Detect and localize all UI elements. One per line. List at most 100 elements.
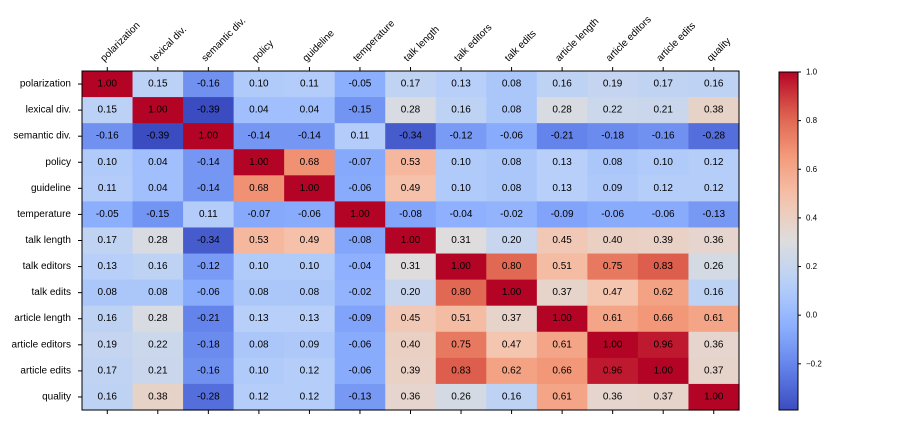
heatmap-cell (334, 175, 386, 202)
heatmap-value-label: -0.08 (399, 209, 422, 220)
y-tick-label: article length (14, 313, 71, 324)
heatmap-value-label: 0.16 (148, 261, 168, 272)
heatmap-value-label: 0.28 (401, 105, 421, 116)
heatmap-value-label: 0.20 (502, 235, 522, 246)
heatmap-value-label: 0.16 (552, 79, 572, 90)
heatmap-cells (82, 71, 740, 411)
colorbar-tick-label: 0.8 (806, 116, 818, 125)
heatmap-cell (132, 227, 184, 255)
heatmap-value-label: 0.31 (401, 261, 421, 272)
heatmap-value-label: 0.37 (653, 391, 673, 402)
heatmap-value-label: 0.53 (249, 235, 269, 246)
heatmap-cell (385, 71, 437, 98)
heatmap-value-label: 0.51 (451, 313, 471, 324)
heatmap-cell (536, 253, 588, 281)
colorbar-tick-label: 0.4 (806, 213, 818, 222)
heatmap-value-label: 0.61 (603, 313, 623, 324)
heatmap-value-label: 0.61 (704, 313, 724, 324)
heatmap-value-label: 0.10 (249, 261, 269, 272)
heatmap-value-label: 0.13 (552, 157, 572, 168)
heatmap-cell (486, 97, 538, 124)
heatmap-cell (637, 305, 690, 333)
heatmap-value-labels: 1.00 0.15 -0.16 0.10 0.11 -0.05 0.17 0.13 0.08 0.… (96, 79, 726, 403)
heatmap-cell (536, 383, 588, 411)
heatmap-value-label: -0.06 (349, 339, 372, 350)
heatmap-value-label: -0.06 (652, 209, 675, 220)
heatmap-cell (284, 253, 336, 281)
heatmap-cell (435, 331, 487, 359)
heatmap-cell (536, 357, 588, 385)
heatmap-cell (132, 123, 184, 150)
heatmap-cell (233, 383, 285, 411)
heatmap-value-label: 1.00 (704, 391, 724, 402)
heatmap-cell (637, 331, 690, 359)
heatmap-value-label: 0.21 (653, 105, 673, 116)
heatmap-value-label: 0.04 (249, 105, 269, 116)
heatmap-cell (435, 357, 487, 385)
heatmap-value-label: 0.16 (451, 105, 471, 116)
heatmap-value-label: -0.15 (146, 209, 169, 220)
heatmap-value-label: 0.11 (199, 209, 218, 220)
heatmap-value-label: 0.17 (98, 235, 118, 246)
x-tick-label: talk edits (503, 28, 539, 64)
heatmap-cell (688, 253, 740, 281)
heatmap-value-label: 0.51 (552, 261, 572, 272)
colorbar-tick-label: 0.0 (806, 311, 818, 320)
heatmap-value-label: -0.04 (349, 261, 372, 272)
heatmap-value-label: 0.10 (98, 157, 118, 168)
heatmap-value-label: -0.13 (702, 209, 725, 220)
heatmap-cell (233, 279, 285, 307)
heatmap-value-label: 0.19 (98, 339, 118, 350)
heatmap-value-label: 0.16 (98, 391, 118, 402)
heatmap-cell (536, 227, 588, 255)
heatmap-value-label: 0.10 (249, 365, 269, 376)
heatmap-value-label: 0.61 (552, 391, 572, 402)
heatmap-cell (82, 175, 134, 202)
heatmap-cell (536, 71, 588, 98)
heatmap-value-label: 0.37 (502, 313, 522, 324)
heatmap-value-label: -0.34 (399, 131, 422, 142)
heatmap-cell (688, 227, 740, 255)
heatmap-cell (233, 201, 285, 229)
colorbar-tick-label: 1.0 (806, 68, 818, 77)
heatmap-value-label: 0.20 (401, 287, 421, 298)
heatmap-value-label: 0.22 (148, 339, 168, 350)
heatmap-value-label: 1.00 (98, 79, 118, 90)
heatmap-cell (284, 123, 336, 150)
heatmap-cell (334, 383, 386, 411)
heatmap-value-label: 0.37 (704, 365, 724, 376)
x-tick-label: semantic div. (200, 16, 249, 65)
heatmap-value-label: 0.08 (148, 287, 168, 298)
heatmap-value-label: 0.11 (351, 131, 370, 142)
heatmap-cell (637, 123, 690, 150)
heatmap-cell (688, 279, 740, 307)
heatmap-value-label: 0.13 (249, 313, 269, 324)
heatmap-value-label: 0.08 (300, 287, 320, 298)
heatmap-cell (334, 305, 386, 333)
heatmap-value-label: 0.26 (704, 261, 724, 272)
y-tick-label: guideline (31, 183, 71, 194)
heatmap-cell (132, 357, 184, 385)
x-tick-label: talk length (402, 24, 442, 64)
heatmap-cell (486, 149, 538, 176)
heatmap-cell (435, 253, 487, 281)
colorbar-tick-label: 0.6 (806, 165, 818, 174)
heatmap-value-label: -0.09 (551, 209, 574, 220)
heatmap-value-label: -0.04 (450, 209, 473, 220)
heatmap-value-label: 0.47 (603, 287, 623, 298)
heatmap-cell (82, 227, 134, 255)
y-tick-label: talk editors (23, 261, 71, 272)
heatmap-cell (637, 71, 690, 98)
heatmap-cell (385, 97, 437, 124)
heatmap-cell (132, 279, 184, 307)
heatmap-cell (385, 279, 437, 307)
heatmap-value-label: -0.14 (247, 131, 270, 142)
heatmap-value-label: 0.09 (603, 183, 623, 194)
heatmap-value-label: 0.12 (653, 183, 673, 194)
heatmap-value-label: 0.08 (98, 287, 118, 298)
heatmap-value-label: 0.22 (603, 105, 623, 116)
heatmap-cell (334, 357, 386, 385)
heatmap-value-label: 0.68 (249, 183, 269, 194)
heatmap-cell (233, 357, 285, 385)
